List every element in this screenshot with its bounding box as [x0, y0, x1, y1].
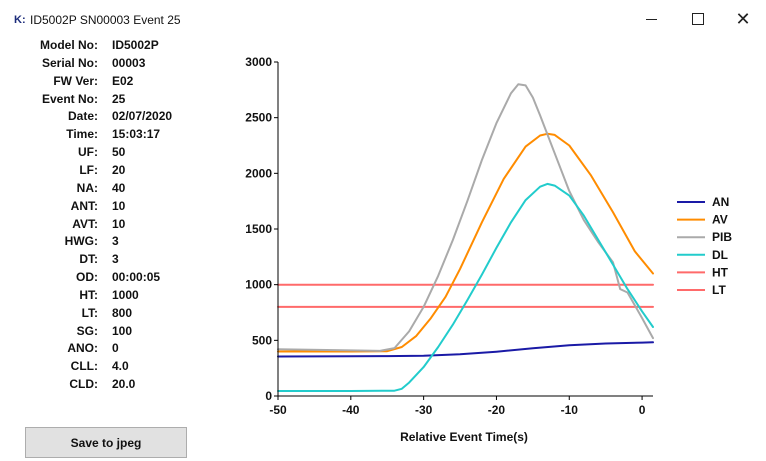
y-tick-label: 3000 [245, 55, 272, 69]
info-value: 25 [112, 91, 126, 106]
info-label: Date: [67, 109, 98, 124]
close-icon: ✕ [735, 8, 751, 29]
info-value: 40 [112, 180, 126, 195]
info-label: DT: [79, 252, 98, 267]
info-label: CLL: [70, 359, 98, 374]
save-to-jpeg-button[interactable]: Save to jpeg [25, 427, 187, 458]
info-label: Serial No: [41, 55, 98, 70]
legend-label: DL [712, 248, 728, 262]
info-value: 00003 [112, 55, 146, 70]
close-button[interactable]: ✕ [720, 6, 766, 32]
info-row: ANO: 0 [0, 341, 220, 359]
info-row: HWG: 3 [0, 234, 220, 252]
series-line-pib [277, 83, 654, 352]
info-label: Time: [66, 127, 98, 142]
info-value: 02/07/2020 [112, 109, 173, 124]
minimize-button[interactable] [628, 6, 674, 32]
maximize-button[interactable] [675, 6, 721, 32]
info-value: 00:00:05 [112, 270, 161, 285]
info-value: 50 [112, 145, 126, 160]
app-icon: K: [14, 14, 26, 26]
info-row: Model No: ID5002P [0, 38, 220, 56]
x-tick-label: -20 [488, 403, 506, 417]
info-value: 15:03:17 [112, 127, 161, 142]
info-label: Event No: [41, 91, 98, 106]
info-value: 0 [112, 341, 119, 356]
info-row: CLL: 4.0 [0, 359, 220, 377]
legend-label: AV [712, 213, 728, 227]
info-row: DT: 3 [0, 252, 220, 270]
info-label: AVT: [72, 216, 98, 231]
info-value: 100 [112, 323, 133, 338]
info-row: ANT: 10 [0, 199, 220, 217]
info-value: 4.0 [112, 359, 129, 374]
info-label: OD: [76, 270, 98, 285]
info-row: FW Ver: E02 [0, 74, 220, 92]
x-tick-label: -40 [342, 403, 360, 417]
info-row: Serial No: 00003 [0, 56, 220, 74]
axes: 0 500 1000 1500 2000 2500 3000 -50 -40 -30 -20 -10 0 [245, 55, 653, 417]
info-label: ANO: [67, 341, 98, 356]
info-label: FW Ver: [53, 73, 98, 88]
info-row: SG: 100 [0, 324, 220, 342]
info-value: 3 [112, 252, 119, 267]
legend-label: HT [712, 265, 729, 279]
info-label: LT: [81, 305, 98, 320]
title-bar: K: ID5002P SN00003 Event 25 ✕ [0, 0, 766, 36]
legend: AN AV PIB DL HT LT [677, 195, 732, 297]
info-row: CLD: 20.0 [0, 377, 220, 395]
info-row: LT: 800 [0, 306, 220, 324]
info-row: Time: 15:03:17 [0, 127, 220, 145]
info-label: Model No: [40, 38, 98, 52]
x-tick-label: 0 [639, 403, 646, 417]
info-value: 10 [112, 216, 126, 231]
legend-label: PIB [712, 230, 732, 244]
info-value: 1000 [112, 287, 139, 302]
y-tick-label: 0 [265, 389, 272, 403]
x-tick-label: -30 [415, 403, 433, 417]
window-title: ID5002P SN00003 Event 25 [30, 13, 181, 27]
series-line-an [277, 341, 654, 358]
info-row: AVT: 10 [0, 217, 220, 235]
info-label: HT: [79, 287, 98, 302]
info-label: CLD: [69, 377, 98, 392]
info-value: 20 [112, 162, 126, 177]
y-tick-label: 1500 [245, 222, 272, 236]
series-line-av [277, 132, 654, 353]
info-label: ANT: [70, 198, 98, 213]
info-label: HWG: [64, 234, 98, 249]
info-value: E02 [112, 73, 134, 88]
info-label: LF: [79, 162, 98, 177]
y-tick-label: 2000 [245, 166, 272, 180]
info-row: Event No: 25 [0, 92, 220, 110]
maximize-icon [692, 13, 704, 25]
series-line-dl [277, 182, 654, 392]
y-tick-label: 2500 [245, 111, 272, 125]
info-row: HT: 1000 [0, 288, 220, 306]
info-value: 10 [112, 198, 126, 213]
y-tick-label: 500 [252, 333, 272, 347]
x-tick-label: -10 [561, 403, 579, 417]
info-label: NA: [76, 180, 98, 195]
y-tick-label: 1000 [245, 278, 272, 292]
info-value: ID5002P [112, 38, 159, 52]
info-label: SG: [76, 323, 98, 338]
info-row: UF: 50 [0, 145, 220, 163]
x-tick-label: -50 [269, 403, 287, 417]
info-label: UF: [78, 145, 98, 160]
info-row: Date: 02/07/2020 [0, 109, 220, 127]
info-value: 3 [112, 234, 119, 249]
info-value: 800 [112, 305, 133, 320]
legend-label: LT [712, 283, 726, 297]
info-row: LF: 20 [0, 163, 220, 181]
x-axis-label: Relative Event Time(s) [400, 430, 528, 444]
legend-label: AN [712, 195, 729, 209]
info-row: NA: 40 [0, 181, 220, 199]
minimize-icon [645, 18, 657, 20]
info-value: 20.0 [112, 377, 136, 392]
plot-area [277, 83, 654, 392]
info-row: OD: 00:00:05 [0, 270, 220, 288]
